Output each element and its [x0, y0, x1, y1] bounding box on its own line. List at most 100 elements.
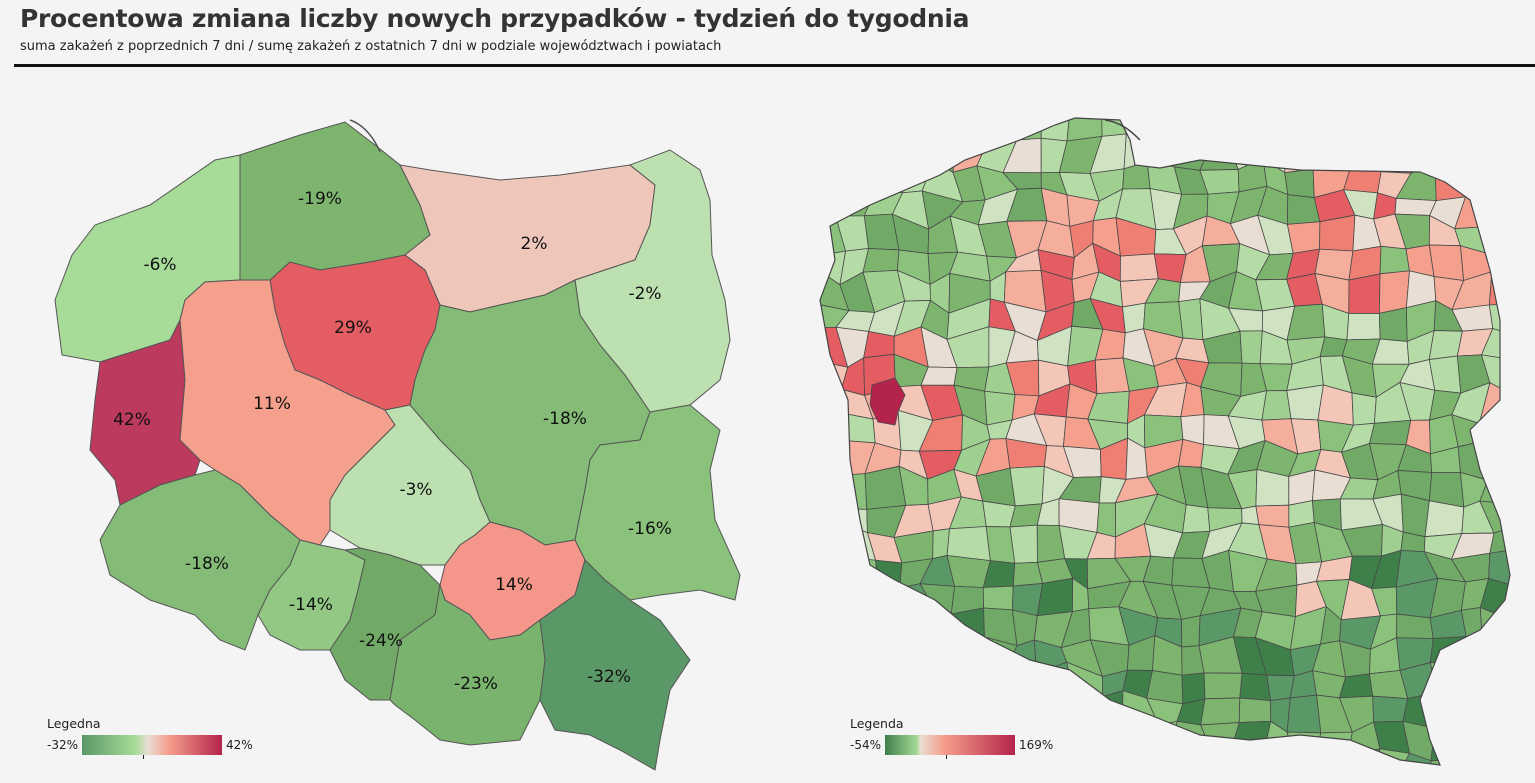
county-area[interactable]	[1369, 419, 1412, 446]
county-area[interactable]	[818, 412, 845, 442]
county-area[interactable]	[1348, 273, 1381, 314]
county-area[interactable]	[1373, 106, 1398, 146]
county-area[interactable]	[815, 692, 849, 725]
county-area[interactable]	[839, 752, 877, 783]
county-area[interactable]	[1374, 748, 1411, 781]
county-area[interactable]	[1346, 312, 1381, 341]
county-area[interactable]	[1491, 252, 1522, 279]
county-area[interactable]	[1479, 578, 1521, 622]
county-area[interactable]	[1285, 107, 1328, 134]
county-area[interactable]	[900, 641, 932, 674]
county-area[interactable]	[840, 613, 876, 649]
county-area[interactable]	[808, 157, 846, 197]
county-area[interactable]	[836, 556, 879, 592]
county-area[interactable]	[1394, 197, 1437, 216]
county-area[interactable]	[1255, 504, 1290, 528]
county-area[interactable]	[1378, 307, 1408, 342]
county-area[interactable]	[1491, 185, 1519, 229]
county-area[interactable]	[1003, 669, 1048, 699]
county-area[interactable]	[1456, 759, 1485, 782]
county-area[interactable]	[1284, 130, 1328, 174]
county-area[interactable]	[842, 132, 876, 167]
county-area[interactable]	[1041, 756, 1066, 783]
county-area[interactable]	[1151, 720, 1178, 757]
county-area[interactable]	[1482, 698, 1514, 735]
county-area[interactable]	[1114, 747, 1153, 783]
county-area[interactable]	[1266, 674, 1295, 702]
county-area[interactable]	[1040, 103, 1071, 142]
county-area[interactable]	[1239, 330, 1263, 365]
county-area[interactable]	[1238, 697, 1272, 723]
county-area[interactable]	[1036, 577, 1074, 617]
county-area[interactable]	[807, 105, 844, 146]
county-area[interactable]	[869, 620, 905, 647]
county-area[interactable]	[1151, 747, 1187, 783]
county-area[interactable]	[1228, 745, 1266, 783]
county-area[interactable]	[1211, 107, 1234, 145]
county-area[interactable]	[929, 666, 963, 707]
county-area[interactable]	[1228, 107, 1269, 144]
county-area[interactable]	[1378, 270, 1410, 314]
county-area[interactable]	[1487, 439, 1521, 481]
county-area[interactable]	[1009, 465, 1045, 507]
county-area[interactable]	[1119, 253, 1159, 282]
county-area[interactable]	[1312, 131, 1354, 170]
county-area[interactable]	[1284, 168, 1315, 199]
county-area[interactable]	[1255, 107, 1286, 138]
county-area[interactable]	[955, 751, 990, 783]
county-area[interactable]	[1461, 635, 1487, 665]
county-area[interactable]	[874, 161, 904, 194]
county-area[interactable]	[1008, 103, 1043, 141]
county-area[interactable]	[1151, 111, 1182, 137]
county-area[interactable]	[1059, 756, 1101, 783]
county-area[interactable]	[956, 636, 986, 675]
county-area[interactable]	[891, 666, 933, 705]
county-area[interactable]	[875, 559, 903, 591]
county-area[interactable]	[813, 470, 852, 510]
county-area[interactable]	[811, 662, 849, 702]
county-area[interactable]	[1457, 103, 1494, 146]
county-area[interactable]	[1351, 392, 1377, 426]
county-area[interactable]	[809, 508, 848, 525]
county-area[interactable]	[1286, 384, 1324, 421]
county-area[interactable]	[1257, 745, 1293, 779]
county-area[interactable]	[1430, 727, 1462, 762]
county-area[interactable]	[1317, 107, 1355, 134]
county-area[interactable]	[1434, 164, 1467, 202]
county-area[interactable]	[808, 361, 849, 393]
county-area[interactable]	[1065, 691, 1104, 731]
county-area[interactable]	[1454, 163, 1495, 198]
county-area[interactable]	[1181, 615, 1201, 648]
county-area[interactable]	[1101, 110, 1127, 137]
county-area[interactable]	[1429, 662, 1463, 704]
county-area[interactable]	[1146, 135, 1177, 168]
county-area[interactable]	[1203, 672, 1243, 700]
county-area[interactable]	[1348, 131, 1382, 173]
county-area[interactable]	[847, 668, 870, 697]
county-area[interactable]	[1456, 730, 1489, 762]
county-area[interactable]	[923, 111, 959, 139]
county-area[interactable]	[923, 133, 958, 173]
county-area[interactable]	[1430, 759, 1462, 781]
county-area[interactable]	[840, 508, 868, 534]
county-area[interactable]	[982, 500, 1016, 528]
region-lubelskie[interactable]	[574, 404, 741, 601]
county-area[interactable]	[1428, 355, 1462, 394]
county-area[interactable]	[1284, 749, 1323, 783]
county-area[interactable]	[1199, 142, 1239, 171]
county-area[interactable]	[1094, 747, 1126, 783]
county-area[interactable]	[982, 585, 1014, 611]
county-area[interactable]	[809, 522, 842, 557]
county-area[interactable]	[1480, 731, 1510, 762]
county-area[interactable]	[960, 669, 990, 707]
county-area[interactable]	[1066, 109, 1103, 142]
county-area[interactable]	[1200, 697, 1241, 726]
county-area[interactable]	[901, 606, 934, 647]
county-area[interactable]	[862, 248, 900, 273]
county-area[interactable]	[1059, 718, 1101, 758]
county-area[interactable]	[818, 439, 852, 476]
county-area[interactable]	[811, 646, 851, 670]
county-area[interactable]	[1434, 691, 1458, 732]
county-area[interactable]	[1488, 550, 1522, 589]
county-area[interactable]	[869, 134, 903, 167]
